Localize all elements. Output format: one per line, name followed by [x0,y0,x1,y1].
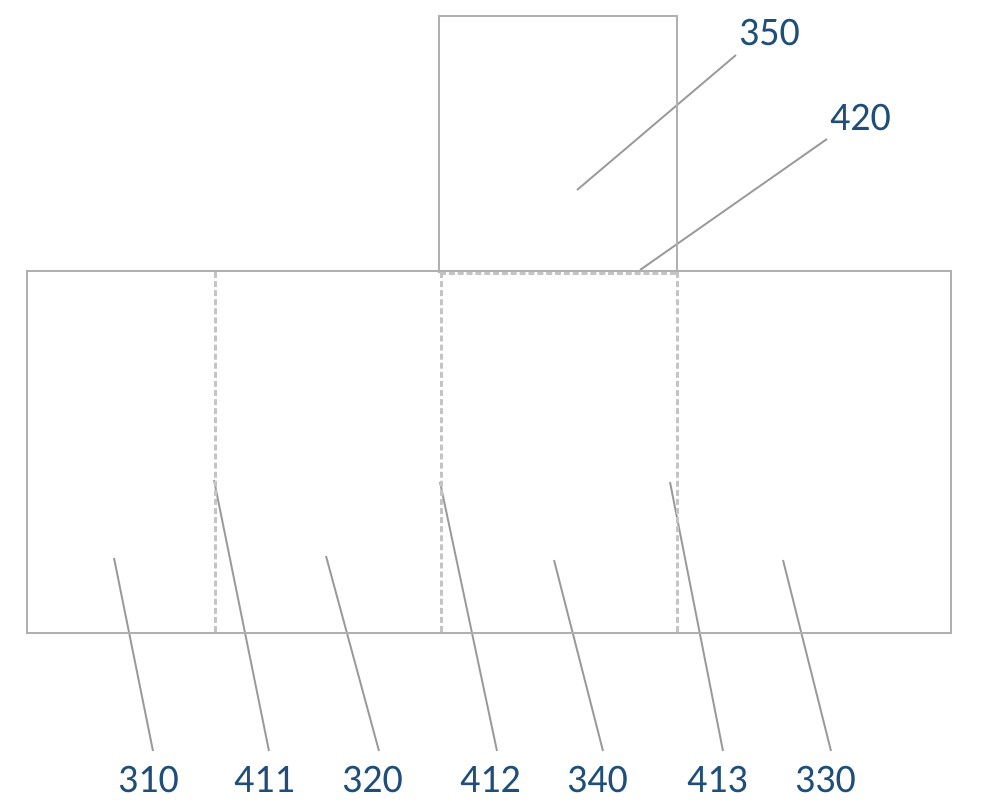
label-411: 411 [234,754,295,803]
divider-413 [676,272,679,632]
label-310: 310 [118,754,179,803]
label-413: 413 [687,754,748,803]
diagram-container: 350 420 310 411 320 412 340 413 330 [0,0,1000,811]
region-350 [438,15,678,273]
main-rect [26,270,952,634]
divider-412 [440,272,443,632]
label-320: 320 [342,754,403,803]
divider-420 [440,272,676,275]
label-350: 350 [739,7,800,56]
divider-411 [214,272,217,632]
label-340: 340 [567,754,628,803]
label-330: 330 [795,754,856,803]
label-420: 420 [830,92,891,141]
label-412: 412 [460,754,521,803]
